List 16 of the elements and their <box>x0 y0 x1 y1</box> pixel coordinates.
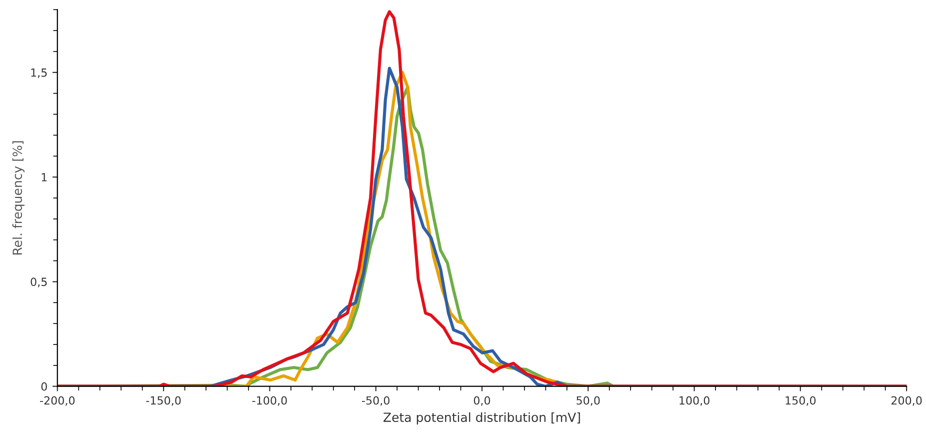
x-tick-label: -100,0 <box>252 396 287 406</box>
x-tick-label: 50,0 <box>576 396 600 406</box>
x-tick-label: -200,0 <box>40 396 75 406</box>
y-tick-label: 1 <box>42 173 47 182</box>
x-tick-label: -50,0 <box>362 396 390 406</box>
y-tick-label: 0 <box>41 382 47 391</box>
x-tick-label: 150,0 <box>786 396 816 406</box>
x-axis-title: Zeta potential distribution [mV] <box>384 412 580 424</box>
y-axis-title: Rel. frequency [%] <box>12 141 24 255</box>
x-tick-label: -150,0 <box>146 396 181 406</box>
y-tick-label: 0,5 <box>30 278 47 288</box>
line-series <box>57 10 907 386</box>
x-tick-label: 100,0 <box>680 396 710 406</box>
x-tick-label: 200,0 <box>891 396 922 406</box>
y-tick-label: 1,5 <box>31 68 47 78</box>
x-tick-label: 0,0 <box>474 396 490 406</box>
